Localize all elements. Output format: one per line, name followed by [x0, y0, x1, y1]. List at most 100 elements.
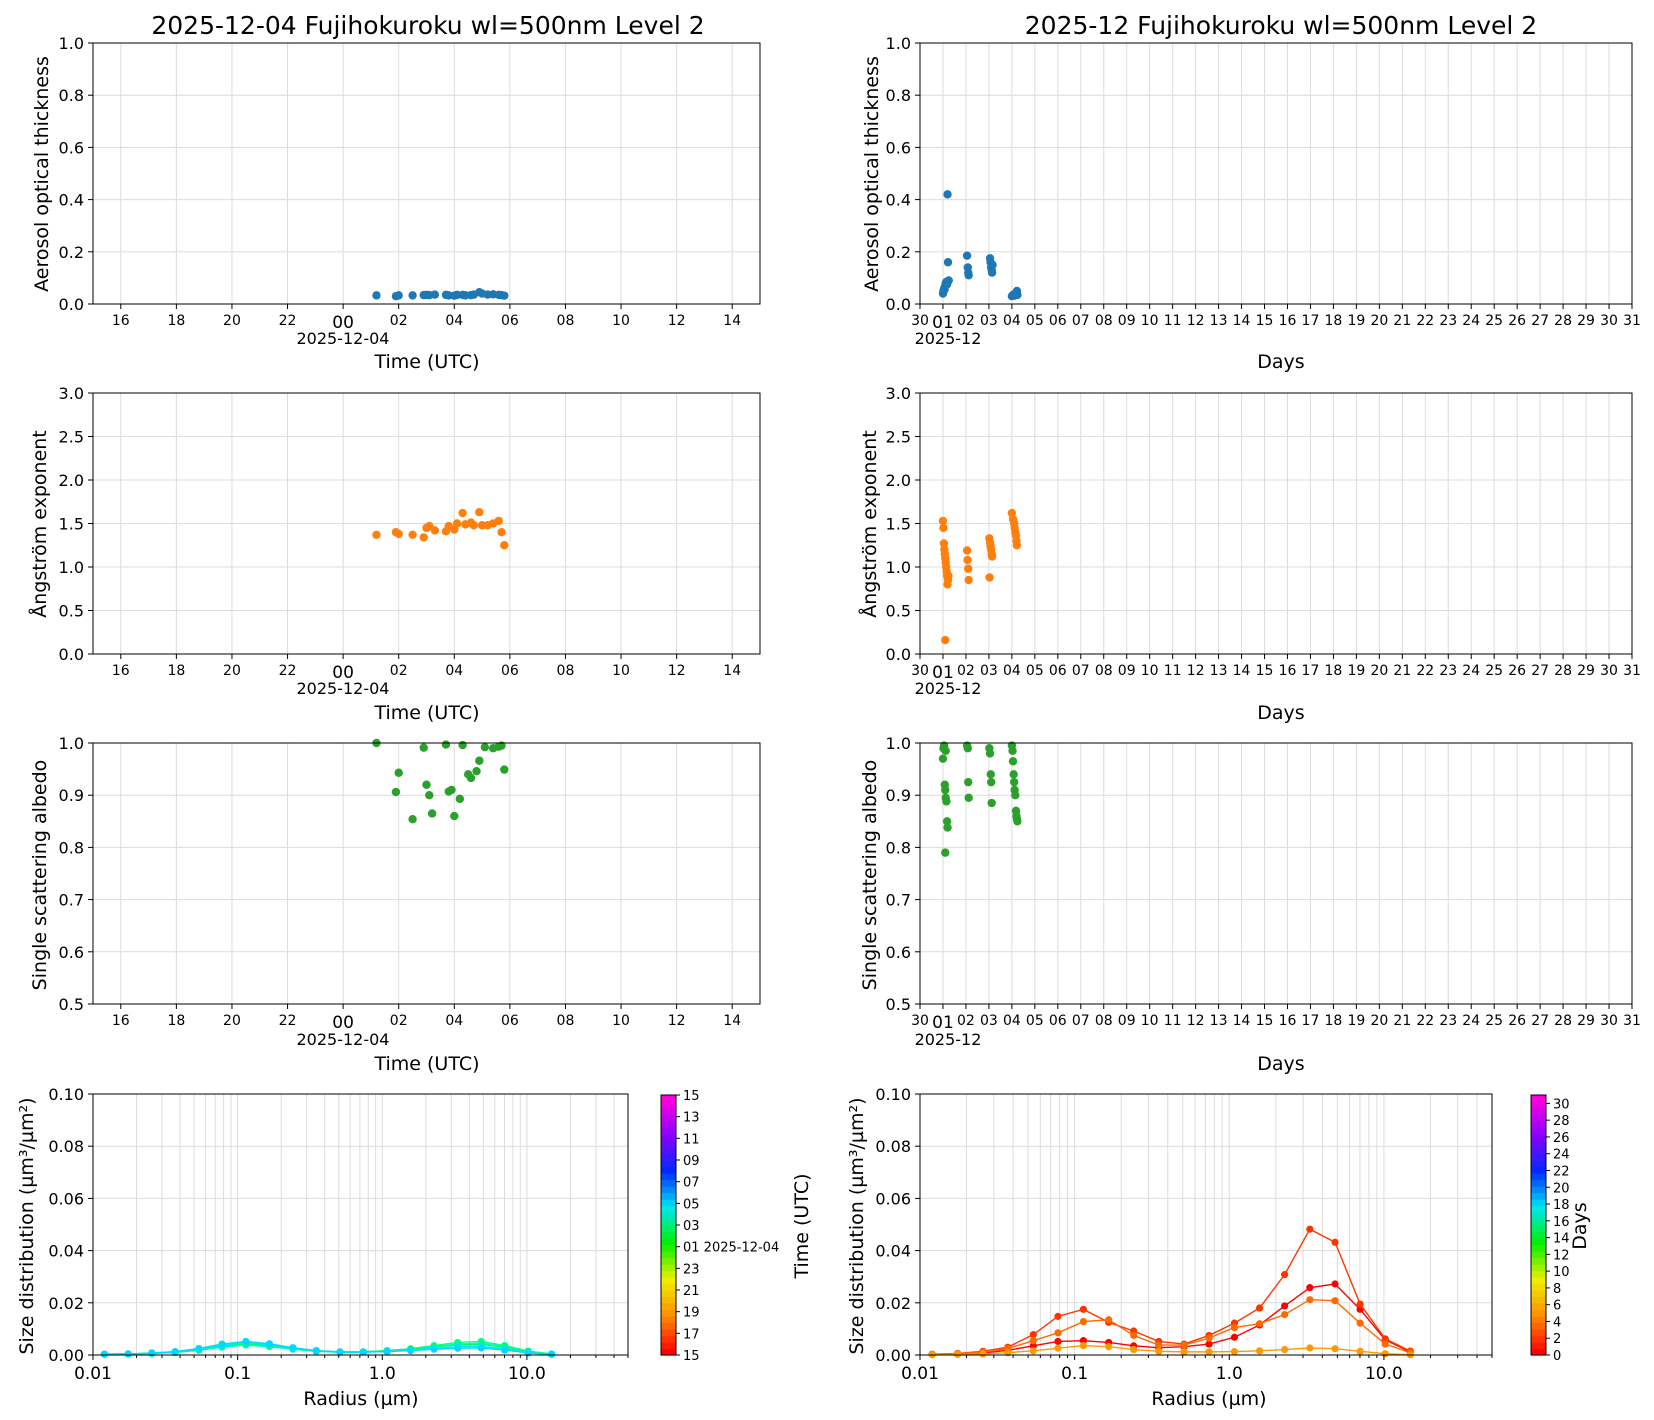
ssa-daily-xtick-label: 22: [279, 1013, 297, 1029]
size-daily-series-point: [195, 1344, 203, 1353]
xlabel-angstrom-monthly: Days: [1257, 702, 1304, 724]
cbar-monthly-swatch: [1531, 1140, 1546, 1148]
ang-monthly-xtick-label: 22: [1416, 663, 1434, 679]
ssa-daily-point: [391, 787, 401, 797]
ssa-monthly-xtick-label: 08: [1095, 1013, 1113, 1029]
aot-monthly-point: [944, 276, 953, 285]
cbar-monthly-swatch: [1531, 1205, 1546, 1213]
ylabel-ssa-monthly: Single scattering albedo: [859, 760, 881, 991]
ssa-monthly-ytick-label: 0.7: [886, 891, 911, 910]
cbar-daily-tick-label: 19: [683, 1306, 700, 1321]
aot-daily-point: [408, 291, 417, 300]
cbar-monthly-swatch: [1531, 1225, 1546, 1233]
ssa-monthly-xtick-label: 17: [1302, 1013, 1320, 1029]
ssa-daily-point: [472, 766, 481, 776]
size-monthly-series-point: [1105, 1316, 1113, 1324]
aot-daily-point: [394, 291, 403, 300]
aot-monthly-xtick-label: 06: [1049, 313, 1067, 329]
ang-monthly-xtick-label: 31: [1623, 663, 1641, 679]
size-monthly-series-point: [1356, 1300, 1364, 1308]
cbar-daily-swatch: [661, 1329, 676, 1337]
aot-monthly-xtick-label: 21: [1393, 313, 1411, 329]
ssa-monthly-xtick-label: 19: [1347, 1013, 1365, 1029]
ang-daily-xtick-label: 06: [501, 663, 519, 679]
cbar-daily-tick-label: 13: [683, 1111, 700, 1126]
ssa-monthly-xtick-label: 22: [1416, 1013, 1434, 1029]
size-monthly-series-point: [1105, 1343, 1113, 1351]
ssa-monthly-xtick-label: 14: [1233, 1013, 1251, 1029]
aot-daily-point: [500, 291, 509, 300]
size-monthly-series-point: [1029, 1342, 1037, 1350]
ang-monthly-xtick-label: 11: [1164, 663, 1182, 679]
ang-daily-ytick-label: 1.0: [59, 558, 84, 577]
aot-daily-xtick-label: 18: [167, 313, 185, 329]
ang-monthly-xtick-label: 09: [1118, 663, 1136, 679]
size-monthly-series-point: [1029, 1347, 1037, 1355]
xlabel-ssa-monthly: Days: [1257, 1053, 1304, 1075]
ang-daily-xtick-label: 00: [332, 663, 354, 683]
ssa-daily-xtick-label: 06: [501, 1013, 519, 1029]
cbar-monthly-swatch: [1531, 1322, 1546, 1330]
ang-daily-point: [394, 529, 403, 539]
aot-monthly-xtick-label: 12: [1187, 313, 1205, 329]
size-monthly-xtick-label: 10.0: [1365, 1364, 1403, 1384]
ssa-monthly-xtick-label: 23: [1439, 1013, 1457, 1029]
cbar-monthly-swatch: [1531, 1257, 1546, 1265]
cbar-daily-tick-label: 01 2025-12-04: [683, 1241, 779, 1256]
aot-monthly-point: [987, 268, 997, 277]
cbar-daily-tick-label: 05: [683, 1197, 700, 1212]
aot-daily-xtick-label: 10: [612, 313, 630, 329]
ssa-daily-xtick-label: 02: [390, 1013, 408, 1029]
ssa-monthly-xtick-label: 18: [1325, 1013, 1343, 1029]
size-monthly-series-point: [1079, 1305, 1088, 1313]
ang-daily-ytick-label: 0.5: [59, 602, 84, 621]
size-monthly-series-line: [932, 1228, 1411, 1355]
aot-daily-ytick-label: 0.4: [59, 191, 84, 210]
ssa-monthly-xtick-label: 05: [1026, 1013, 1044, 1029]
ang-daily-xtick-label: 02: [390, 663, 408, 679]
cbar-monthly-tick-label: 4: [1553, 1315, 1561, 1330]
size-daily-series-point: [501, 1346, 509, 1354]
size-monthly-series-point: [1155, 1341, 1163, 1349]
ang-monthly-xtick-label: 23: [1439, 663, 1457, 679]
ssa-daily-xtick-label: 14: [723, 1013, 741, 1029]
ylabel-size-monthly: Size distribution (µm³/µm²): [846, 1097, 868, 1354]
cbar-monthly-swatch: [1531, 1108, 1546, 1116]
cbar-daily-swatch: [661, 1251, 676, 1259]
cbar-monthly-tick-label: 8: [1553, 1282, 1561, 1297]
size-daily-series-point: [547, 1350, 556, 1359]
ang-monthly-ytick-label: 3.0: [886, 384, 911, 403]
aot-daily-ytick-label: 1.0: [59, 34, 84, 53]
size-daily-series-point: [477, 1344, 485, 1352]
aot-monthly-xtick-label: 18: [1325, 313, 1343, 329]
size-daily-xtick-label: 10.0: [508, 1364, 546, 1384]
ssa-monthly-point: [987, 798, 996, 808]
ang-daily-ytick-label: 0.0: [59, 645, 84, 664]
size-daily-ytick-label: 0.00: [48, 1346, 84, 1365]
size-monthly-series-point: [1255, 1304, 1264, 1312]
size-monthly-series-point: [1255, 1347, 1264, 1355]
size-monthly-series-point: [1205, 1348, 1213, 1356]
cbar-monthly-swatch: [1531, 1218, 1546, 1226]
size-monthly-series-point: [1331, 1297, 1339, 1305]
size-monthly-series-point: [1130, 1331, 1138, 1340]
cbar-daily-swatch: [661, 1231, 676, 1239]
aot-monthly-ytick-label: 0.4: [886, 191, 911, 210]
size-monthly-series-point: [1306, 1296, 1314, 1304]
ssa-monthly-xtick-label: 20: [1370, 1013, 1388, 1029]
ssa-monthly-point: [942, 797, 951, 806]
cbar-monthly-tick-label: 12: [1553, 1248, 1570, 1263]
ang-monthly-xtick-label: 10: [1141, 663, 1159, 679]
colorbar-daily: 15 17 19 21 23 01 2025-12-04 03 05 07 09 11 13 15 Ti…: [660, 1089, 813, 1364]
cbar-daily-swatch: [661, 1160, 676, 1168]
ang-daily-xtick-label: 10: [612, 663, 630, 679]
ang-monthly-point: [939, 539, 949, 548]
aot-monthly-xtick-label: 25: [1485, 313, 1503, 329]
xlabel-radius-monthly: Radius (µm): [1151, 1388, 1266, 1410]
cbar-monthly-swatch: [1531, 1296, 1546, 1304]
size-monthly-ytick-label: 0.08: [875, 1137, 911, 1156]
cbar-daily-tick-label: 11: [683, 1132, 700, 1147]
cbar-daily-swatch: [661, 1303, 676, 1311]
ang-monthly-xtick-label: 26: [1508, 663, 1526, 679]
aot-monthly-xtick-label: 22: [1416, 313, 1434, 329]
